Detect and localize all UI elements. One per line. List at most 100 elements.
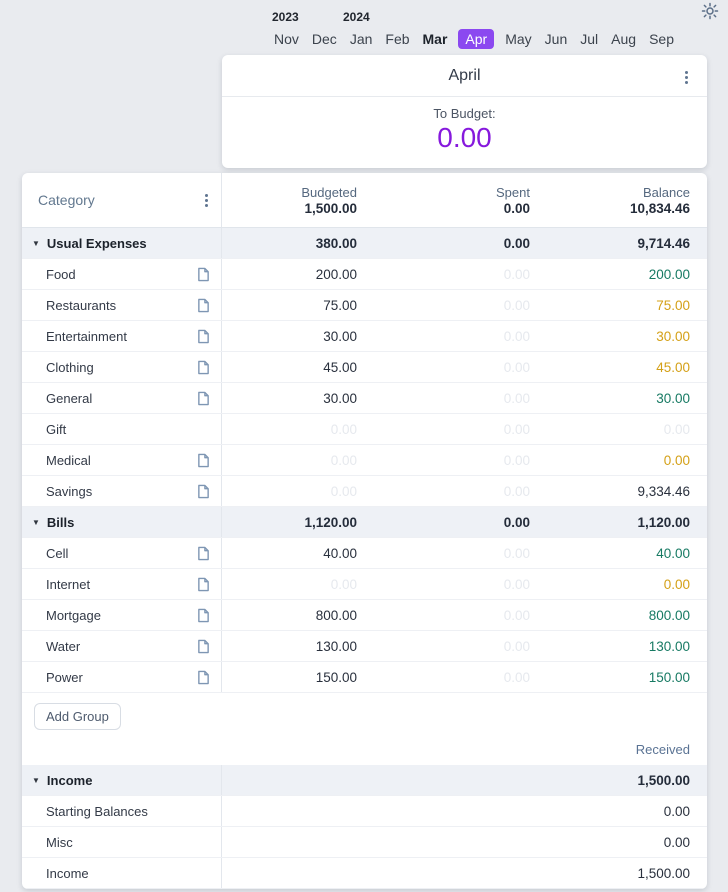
category-name[interactable]: Starting Balances	[46, 803, 148, 819]
note-icon[interactable]	[197, 639, 210, 654]
month-nov[interactable]: Nov	[274, 31, 299, 47]
category-name[interactable]: Internet	[46, 576, 91, 592]
month-aug[interactable]: Aug	[611, 31, 637, 47]
spent-cell[interactable]: 0.00	[503, 421, 530, 437]
budgeted-cell[interactable]: 0.00	[330, 452, 357, 468]
category-name[interactable]: Gift	[46, 421, 67, 437]
received-cell[interactable]: 0.00	[663, 803, 690, 819]
category-name-cell: Medical	[22, 445, 222, 475]
category-name-cell: Clothing	[22, 352, 222, 382]
category-name[interactable]: Food	[46, 266, 76, 282]
category-menu-button[interactable]	[202, 191, 211, 210]
balance-cell[interactable]: 130.00	[648, 638, 690, 654]
note-icon[interactable]	[197, 267, 210, 282]
budgeted-cell[interactable]: 40.00	[323, 545, 357, 561]
budgeted-cell[interactable]: 45.00	[323, 359, 357, 375]
spent-cell[interactable]: 0.00	[503, 359, 530, 375]
spent-cell[interactable]: 0.00	[503, 607, 530, 623]
note-icon[interactable]	[197, 391, 210, 406]
budgeted-cell[interactable]: 30.00	[323, 328, 357, 344]
collapse-arrow-icon[interactable]: ▼	[32, 517, 40, 527]
category-name[interactable]: Restaurants	[46, 297, 117, 313]
balance-cell[interactable]: 800.00	[648, 607, 690, 623]
group-name: Usual Expenses	[46, 235, 147, 251]
balance-cell[interactable]: 9,334.46	[637, 483, 690, 499]
month-sep[interactable]: Sep	[649, 31, 674, 47]
budgeted-cell[interactable]: 150.00	[315, 669, 357, 685]
spent-cell[interactable]: 0.00	[503, 328, 530, 344]
budgeted-cell[interactable]: 30.00	[323, 390, 357, 406]
note-icon[interactable]	[197, 329, 210, 344]
note-icon[interactable]	[197, 546, 210, 561]
spent-cell[interactable]: 0.00	[503, 638, 530, 654]
balance-cell[interactable]: 75.00	[656, 297, 690, 313]
balance-header-label[interactable]: Balance	[643, 184, 690, 200]
category-name-cell: Water	[22, 631, 222, 661]
month-apr-selected[interactable]: Apr	[458, 29, 495, 49]
received-cell[interactable]: 1,500.00	[637, 865, 690, 881]
collapse-arrow-icon[interactable]: ▼	[32, 238, 40, 248]
balance-cell[interactable]: 40.00	[656, 545, 690, 561]
month-jun[interactable]: Jun	[544, 31, 568, 47]
month-jan[interactable]: Jan	[349, 31, 373, 47]
budgeted-cell[interactable]: 0.00	[330, 483, 357, 499]
note-icon[interactable]	[197, 484, 210, 499]
category-name[interactable]: Savings	[46, 483, 93, 499]
category-name[interactable]: Water	[46, 638, 81, 654]
category-name[interactable]: Entertainment	[46, 328, 127, 344]
note-icon[interactable]	[197, 608, 210, 623]
balance-cell[interactable]: 0.00	[663, 452, 690, 468]
balance-cell[interactable]: 30.00	[656, 390, 690, 406]
theme-toggle-sun-icon[interactable]	[701, 2, 719, 20]
month-jul[interactable]: Jul	[580, 31, 599, 47]
balance-cell[interactable]: 30.00	[656, 328, 690, 344]
spent-cell[interactable]: 0.00	[503, 483, 530, 499]
budgeted-cell[interactable]: 75.00	[323, 297, 357, 313]
month-may[interactable]: May	[505, 31, 532, 47]
group-name-cell: ▼ Bills	[22, 507, 222, 537]
category-name[interactable]: Misc	[46, 834, 73, 850]
category-name[interactable]: Mortgage	[46, 607, 101, 623]
budgeted-cell[interactable]: 130.00	[315, 638, 357, 654]
category-name[interactable]: General	[46, 390, 93, 406]
note-icon[interactable]	[197, 360, 210, 375]
spent-cell[interactable]: 0.00	[503, 545, 530, 561]
category-name-cell: Internet	[22, 569, 222, 599]
month-menu-button[interactable]	[682, 68, 691, 87]
category-header-cell: Category	[22, 173, 222, 227]
received-cell[interactable]: 0.00	[663, 834, 690, 850]
note-icon[interactable]	[197, 577, 210, 592]
spent-cell[interactable]: 0.00	[503, 266, 530, 282]
category-name[interactable]: Clothing	[46, 359, 94, 375]
spent-cell[interactable]: 0.00	[503, 297, 530, 313]
month-feb[interactable]: Feb	[385, 31, 410, 47]
to-budget-value[interactable]: 0.00	[437, 122, 492, 153]
category-name[interactable]: Medical	[46, 452, 91, 468]
balance-cell[interactable]: 45.00	[656, 359, 690, 375]
spent-cell[interactable]: 0.00	[503, 576, 530, 592]
category-row: Water 130.00 0.00 130.00	[22, 631, 707, 662]
collapse-arrow-icon[interactable]: ▼	[32, 775, 40, 785]
balance-cell[interactable]: 0.00	[663, 421, 690, 437]
month-dec[interactable]: Dec	[311, 31, 337, 47]
category-name[interactable]: Income	[46, 865, 89, 881]
category-name[interactable]: Cell	[46, 545, 69, 561]
balance-cell[interactable]: 200.00	[648, 266, 690, 282]
budgeted-cell[interactable]: 0.00	[330, 576, 357, 592]
note-icon[interactable]	[197, 670, 210, 685]
spent-cell[interactable]: 0.00	[503, 452, 530, 468]
balance-cell[interactable]: 0.00	[663, 576, 690, 592]
budgeted-header-label[interactable]: Budgeted	[301, 184, 357, 200]
month-mar[interactable]: Mar	[422, 31, 448, 47]
spent-cell[interactable]: 0.00	[503, 390, 530, 406]
note-icon[interactable]	[197, 453, 210, 468]
category-name[interactable]: Power	[46, 669, 83, 685]
budgeted-cell[interactable]: 800.00	[315, 607, 357, 623]
add-group-button[interactable]: Add Group	[34, 703, 121, 730]
spent-header-label[interactable]: Spent	[496, 184, 530, 200]
budgeted-cell[interactable]: 0.00	[330, 421, 357, 437]
balance-cell[interactable]: 150.00	[648, 669, 690, 685]
budgeted-cell[interactable]: 200.00	[315, 266, 357, 282]
spent-cell[interactable]: 0.00	[503, 669, 530, 685]
note-icon[interactable]	[197, 298, 210, 313]
